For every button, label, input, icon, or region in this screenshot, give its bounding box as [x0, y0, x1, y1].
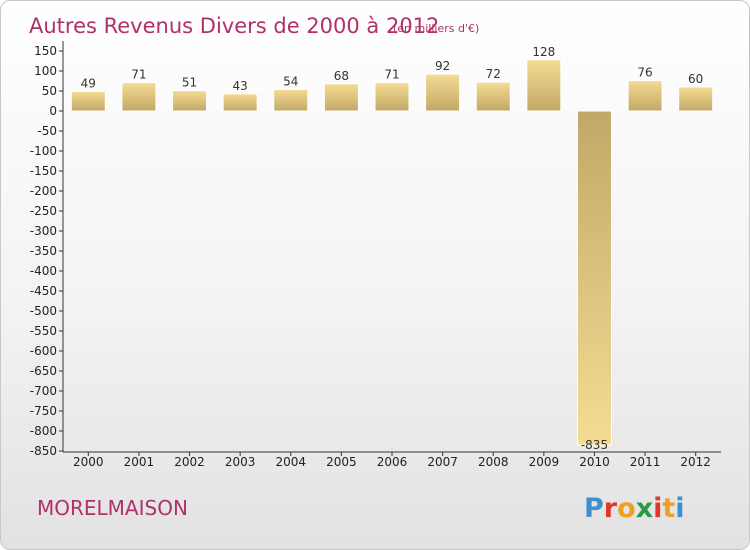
y-tick-label: 100 — [34, 64, 57, 78]
y-tick-label: -450 — [30, 284, 57, 298]
logo-letter: P — [584, 493, 604, 524]
x-tick-label: 2000 — [73, 455, 104, 469]
data-label-2009: 128 — [532, 45, 555, 59]
x-tick-label: 2004 — [275, 455, 306, 469]
y-tick-label: -550 — [30, 324, 57, 338]
y-tick-label: 150 — [34, 44, 57, 58]
bar-2012 — [678, 86, 714, 112]
y-tick-label: -800 — [30, 424, 57, 438]
data-label-2003: 43 — [233, 79, 248, 93]
commune-name: MORELMAISON — [37, 496, 188, 520]
x-tick-label: 2006 — [377, 455, 408, 469]
data-label-2008: 72 — [486, 67, 501, 81]
x-tick-label: 2009 — [529, 455, 560, 469]
y-tick-label: -700 — [30, 384, 57, 398]
data-label-2010: -835 — [581, 438, 608, 452]
logo-letter: x — [636, 493, 653, 524]
x-tick-label: 2011 — [630, 455, 661, 469]
bar-2007 — [425, 73, 461, 112]
bar-2001 — [121, 82, 157, 112]
y-tick-label: -350 — [30, 244, 57, 258]
x-tick-label: 2002 — [174, 455, 205, 469]
logo-letter: t — [662, 493, 675, 524]
x-tick-label: 2008 — [478, 455, 509, 469]
x-tick-label: 2001 — [124, 455, 155, 469]
y-tick-label: -850 — [30, 444, 57, 458]
logo-letter: i — [653, 493, 662, 524]
bar-2010 — [576, 110, 612, 446]
y-tick-label: 0 — [49, 104, 57, 118]
data-label-2004: 54 — [283, 74, 298, 88]
y-tick-label: -100 — [30, 144, 57, 158]
y-tick-label: -600 — [30, 344, 57, 358]
y-tick-label: -750 — [30, 404, 57, 418]
bar-2006 — [374, 82, 410, 112]
bar-2005 — [323, 83, 359, 112]
data-label-2001: 71 — [131, 68, 146, 82]
logo-letter: r — [604, 493, 618, 524]
bar-2004 — [273, 88, 309, 112]
bars — [70, 59, 714, 446]
y-tick-label: -150 — [30, 164, 57, 178]
y-tick-label: -300 — [30, 224, 57, 238]
y-ticks: 150 100 50 0 -50 -100 -150 -200 -250 -300 -350 -400… — [30, 44, 63, 458]
data-label-2005: 68 — [334, 69, 349, 83]
bar-2002 — [172, 90, 208, 112]
y-tick-label: -200 — [30, 184, 57, 198]
data-label-2000: 49 — [81, 76, 96, 90]
data-labels: 49 71 51 43 54 68 71 92 72 128 -835 76 60 — [81, 45, 704, 452]
x-ticks: 2000 2001 2002 2003 2004 2005 2006 2007 2008 2009… — [73, 452, 711, 469]
data-label-2007: 92 — [435, 59, 450, 73]
y-tick-label: -50 — [37, 124, 57, 138]
data-label-2006: 71 — [384, 68, 399, 82]
y-tick-label: -250 — [30, 204, 57, 218]
logo-letter: i — [675, 493, 684, 524]
y-tick-label: -500 — [30, 304, 57, 318]
x-tick-label: 2003 — [225, 455, 256, 469]
bar-2008 — [475, 81, 511, 112]
y-tick-label: -650 — [30, 364, 57, 378]
y-tick-label: 50 — [42, 84, 57, 98]
data-label-2002: 51 — [182, 76, 197, 90]
bar-2011 — [627, 80, 663, 112]
bar-2003 — [222, 93, 258, 112]
data-label-2011: 76 — [637, 66, 652, 80]
x-tick-label: 2010 — [579, 455, 610, 469]
data-label-2012: 60 — [688, 72, 703, 86]
bar-2009 — [526, 59, 562, 112]
proxiti-logo: Proxiti — [584, 493, 685, 524]
bar-2000 — [70, 90, 106, 112]
x-tick-label: 2007 — [427, 455, 458, 469]
logo-letter: o — [617, 493, 636, 524]
y-tick-label: -400 — [30, 264, 57, 278]
chart-title: Autres Revenus Divers de 2000 à 2012 — [29, 14, 439, 38]
x-tick-label: 2005 — [326, 455, 357, 469]
chart-subtitle: (en milliers d'€) — [393, 22, 479, 35]
x-tick-label: 2012 — [680, 455, 711, 469]
